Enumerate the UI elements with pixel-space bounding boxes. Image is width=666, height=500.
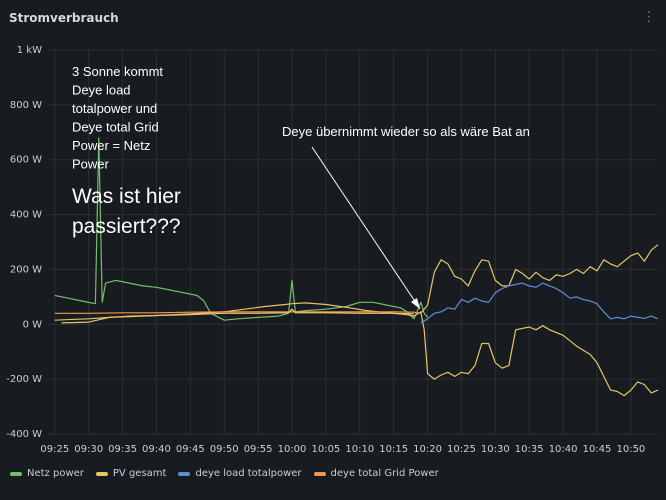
y-tick-label: -200 W (6, 374, 42, 385)
legend-swatch (313, 471, 326, 476)
annotation-note-line: Power (72, 157, 110, 172)
legend-item[interactable]: PV gesamt (95, 468, 167, 479)
legend-item[interactable]: deye load totalpower (178, 468, 302, 479)
series-line-netz (54, 137, 429, 321)
x-tick-label: 10:15 (379, 444, 408, 455)
legend-label: Netz power (27, 468, 84, 479)
y-tick-label: 200 W (10, 264, 42, 275)
annotation-note-line: Deye load (72, 83, 131, 98)
legend-label: deye load totalpower (195, 468, 302, 479)
x-tick-label: 09:50 (210, 444, 239, 455)
series-line-pv (54, 302, 659, 397)
y-tick-label: 400 W (10, 210, 42, 221)
y-tick-label: 0 W (23, 319, 43, 330)
x-tick-label: 10:45 (583, 444, 612, 455)
y-tick-label: 600 W (10, 155, 42, 166)
annotation-note-line: 3 Sonne kommt (72, 64, 163, 79)
x-tick-label: 10:50 (616, 444, 645, 455)
annotation-question-line: passiert??? (72, 215, 181, 238)
x-tick-label: 10:40 (549, 444, 578, 455)
x-tick-label: 09:55 (244, 444, 273, 455)
y-tick-label: -400 W (6, 429, 42, 440)
annotation-note-line: totalpower und (72, 101, 157, 116)
annotation-note: 3 Sonne kommt Deye load totalpower und Deye… (72, 64, 181, 238)
y-tick-label: 1 kW (17, 45, 42, 56)
legend-swatch (10, 471, 22, 476)
panel-title: Stromverbrauch (9, 11, 119, 25)
y-tick-label: 800 W (10, 100, 42, 111)
x-tick-label: 09:30 (74, 444, 103, 455)
annotation-note-line: Deye total Grid (72, 120, 159, 135)
annotation-note-line: Power = Netz (72, 138, 150, 153)
x-tick-label: 09:25 (40, 444, 69, 455)
legend-swatch (178, 471, 191, 476)
annotation-question-line: Was ist hier (72, 185, 181, 208)
annotation-arrowhead (411, 298, 420, 309)
menu-icon[interactable]: ⋮ (642, 9, 656, 25)
x-tick-label: 10:10 (345, 444, 374, 455)
annotation-arrow (311, 146, 421, 310)
x-tick-label: 10:25 (447, 444, 476, 455)
x-tick-label: 10:05 (311, 444, 340, 455)
legend-swatch (95, 471, 108, 476)
x-tick-label: 10:00 (278, 444, 307, 455)
x-tick-label: 09:40 (142, 444, 171, 455)
series-line-load (420, 282, 659, 324)
series-line-grid_power (54, 311, 421, 314)
x-tick-label: 09:35 (108, 444, 137, 455)
x-tick-label: 10:20 (413, 444, 442, 455)
x-tick-label: 10:35 (515, 444, 544, 455)
legend-label: deye total Grid Power (330, 468, 439, 479)
x-tick-label: 10:30 (481, 444, 510, 455)
x-tick-label: 09:45 (176, 444, 205, 455)
legend-item[interactable]: Netz power (10, 468, 84, 479)
series-line-pv (420, 244, 659, 314)
chart-legend: Netz power PV gesamt deye load totalpower d… (10, 468, 439, 479)
legend-label: PV gesamt (112, 468, 167, 479)
legend-item[interactable]: deye total Grid Power (313, 468, 439, 479)
series-line-pv (61, 308, 415, 324)
arrow-label: Deye übernimmt wieder so als wäre Bat an (282, 124, 530, 139)
